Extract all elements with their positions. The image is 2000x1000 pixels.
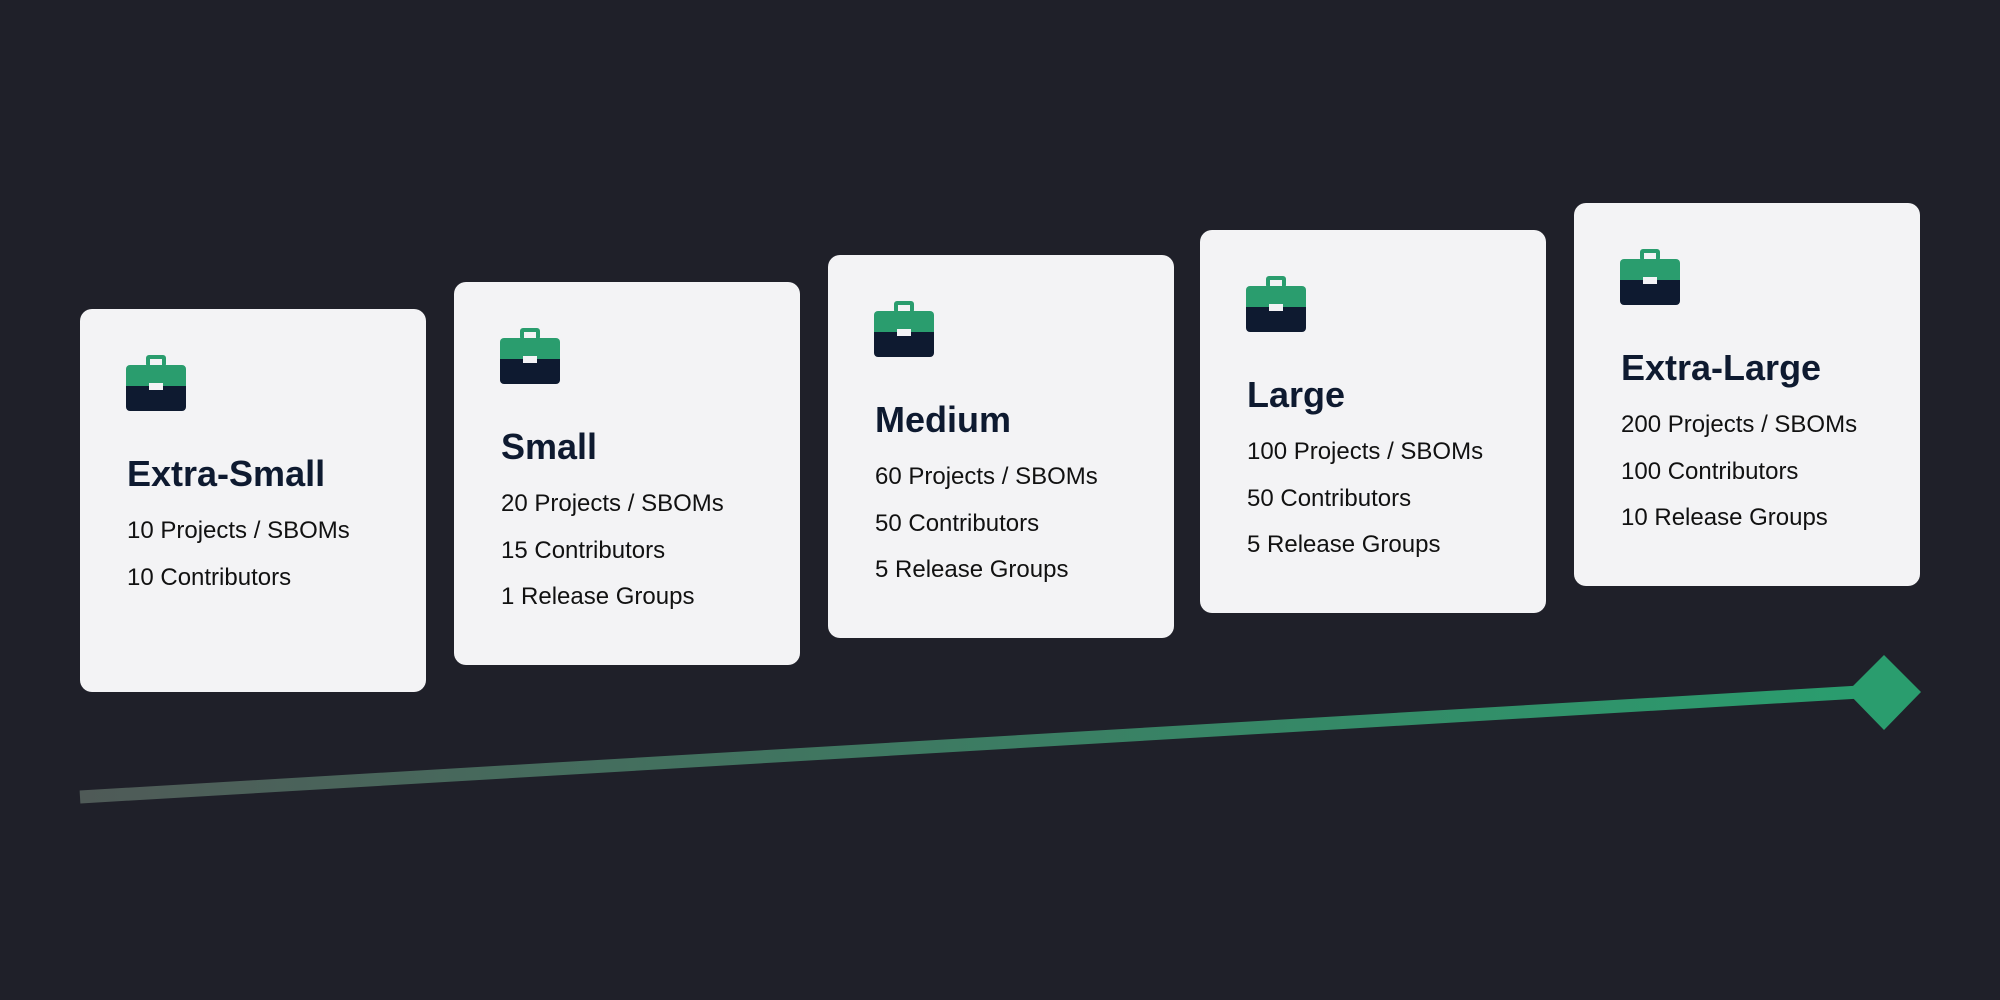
arrow-head-diamond bbox=[1847, 655, 1921, 730]
tier-details: 60 Projects / SBOMs 50 Contributors 5 Rele… bbox=[875, 461, 1098, 601]
tier-detail-line: 100 Projects / SBOMs bbox=[1247, 438, 1484, 465]
tier-detail-line: 50 Contributors bbox=[1247, 484, 1412, 512]
tier-title: Medium bbox=[875, 399, 1012, 440]
tier-title: Extra-Large bbox=[1621, 347, 1822, 388]
briefcase-icon bbox=[1620, 249, 1680, 305]
tier-detail-line: 1 Release Groups bbox=[501, 583, 695, 610]
tier-detail-line: 100 Contributors bbox=[1621, 457, 1799, 485]
tier-detail-line: 200 Projects / SBOMs bbox=[1621, 411, 1858, 438]
tier-card-small: Small 20 Projects / SBOMs 15 Contributors… bbox=[454, 282, 800, 665]
tier-detail-line: 10 Projects / SBOMs bbox=[127, 517, 350, 544]
tier-title: Extra-Small bbox=[127, 453, 326, 494]
tier-detail-line: 50 Contributors bbox=[875, 509, 1040, 537]
tier-title: Large bbox=[1247, 374, 1346, 415]
tier-card-extra-large: Extra-Large 200 Projects / SBOMs 100 Cont… bbox=[1574, 203, 1920, 586]
arrow-line bbox=[79, 685, 1861, 804]
tier-detail-line: 20 Projects / SBOMs bbox=[501, 490, 724, 517]
briefcase-icon bbox=[1246, 276, 1306, 332]
tier-detail-line: 5 Release Groups bbox=[875, 556, 1069, 583]
tier-card-extra-small: Extra-Small 10 Projects / SBOMs 10 Contri… bbox=[80, 309, 426, 692]
tier-details: 200 Projects / SBOMs 100 Contributors 10 R… bbox=[1621, 409, 1857, 549]
tier-detail-line: 10 Contributors bbox=[127, 563, 292, 591]
tier-detail-line: 5 Release Groups bbox=[1247, 531, 1441, 558]
briefcase-icon bbox=[874, 301, 934, 357]
tier-detail-line: 60 Projects / SBOMs bbox=[875, 463, 1098, 490]
tier-card-medium: Medium 60 Projects / SBOMs 50 Contributor… bbox=[828, 255, 1174, 638]
tier-details: 10 Projects / SBOMs 10 Contributors bbox=[127, 515, 350, 608]
tier-details: 20 Projects / SBOMs 15 Contributors 1 Rele… bbox=[501, 488, 724, 628]
tier-title: Small bbox=[501, 426, 598, 467]
tier-detail-line: 15 Contributors bbox=[501, 536, 666, 564]
tier-detail-line: 10 Release Groups bbox=[1621, 504, 1828, 531]
tier-card-large: Large 100 Projects / SBOMs 50 Contributor… bbox=[1200, 230, 1546, 613]
briefcase-icon bbox=[500, 328, 560, 384]
tier-details: 100 Projects / SBOMs 50 Contributors 5 Rel… bbox=[1247, 436, 1483, 576]
briefcase-icon bbox=[126, 355, 186, 411]
